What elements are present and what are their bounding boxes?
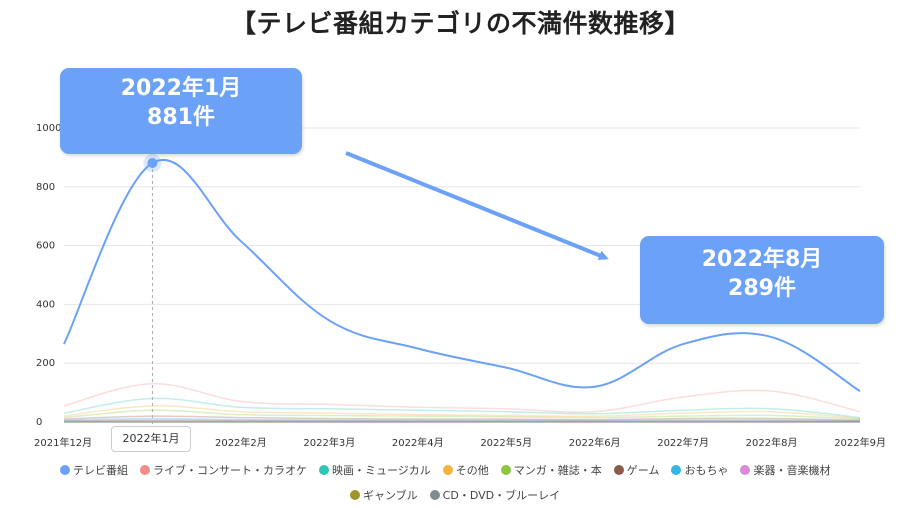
series-line-CD・DVD・ブルーレイ (63, 420, 861, 423)
x-tick-label: 2022年8月 (746, 436, 798, 449)
legend-dot-icon (613, 465, 624, 475)
legend-dot-icon (671, 465, 682, 475)
legend-dot-icon (140, 465, 150, 475)
legend-item[interactable]: ゲーム (613, 462, 660, 478)
x-tick-label: 2022年7月 (657, 436, 709, 449)
series-line-その他 (63, 405, 861, 420)
legend-row-1: テレビ番組 ライブ・コンサート・カラオケ 映画・ミュージカル その他 マンガ・雑誌・本 ゲ… (60, 462, 880, 478)
legend-label: 楽器・音楽機材 (753, 464, 831, 477)
x-tick-label: 2022年9月 (834, 436, 886, 449)
hover-x-label: 2022年1月 (111, 426, 191, 452)
legend-label: ギャンブル (363, 489, 418, 502)
legend-item[interactable]: ライブ・コンサート・カラオケ (140, 462, 307, 478)
legend-label: マンガ・雑誌・本 (513, 464, 602, 477)
x-tick-label: 2022年6月 (569, 436, 621, 449)
y-tick-label: 0 (36, 417, 42, 428)
callout-latest-date: 2022年8月 (701, 247, 823, 272)
legend-label: おもちゃ (684, 464, 729, 477)
legend-dot-icon (500, 465, 511, 475)
callout-latest-value: 289件 (728, 276, 796, 301)
series-line-ライブ・コンサート・カラオケ (63, 383, 861, 414)
legend-label: 映画・ミュージカル (332, 464, 431, 477)
x-tick-label: 2022年2月 (215, 436, 267, 449)
callout-peak-date: 2022年1月 (120, 76, 242, 101)
y-tick-label: 1000 (36, 123, 61, 134)
legend-dot-icon (429, 490, 440, 500)
y-tick-label: 800 (36, 182, 55, 193)
callout-peak-value: 881件 (147, 105, 215, 130)
legend-item[interactable]: ギャンブル (350, 487, 418, 503)
series-line-映画・ミュージカル (63, 397, 861, 419)
series-line-楽器・音楽機材 (63, 418, 861, 422)
legend-dot-icon (442, 465, 453, 475)
legend-label: ライブ・コンサート・カラオケ (153, 464, 307, 477)
x-tick-label: 2022年5月 (480, 436, 532, 449)
line-chart: 0 200 400 600 800 1000 2021年12月 2022年2月 2022年3月 2… (34, 123, 886, 449)
chart-title: 【テレビ番組カテゴリの不満件数推移】 (230, 9, 690, 38)
series-line-ギャンブル (63, 419, 861, 423)
legend-item[interactable]: CD・DVD・ブルーレイ (429, 487, 561, 503)
legend-item[interactable]: テレビ番組 (60, 462, 128, 478)
series-line-ゲーム (63, 415, 861, 421)
series-line-おもちゃ (63, 417, 861, 422)
legend-dot-icon (60, 465, 70, 475)
legend-label: テレビ番組 (73, 464, 128, 477)
legend-item[interactable]: 楽器・音楽機材 (740, 462, 830, 478)
legend-item[interactable]: 映画・ミュージカル (319, 462, 431, 478)
legend-label: ゲーム (626, 464, 660, 477)
legend-label: その他 (455, 464, 489, 477)
series-line-マンガ・雑誌・本 (63, 409, 861, 420)
y-tick-label: 200 (36, 358, 55, 369)
legend-item[interactable]: マンガ・雑誌・本 (500, 462, 602, 478)
legend-dot-icon (740, 465, 751, 475)
y-tick-label: 400 (36, 299, 55, 310)
highlight-point (147, 157, 158, 168)
legend-label: CD・DVD・ブルーレイ (442, 489, 561, 502)
x-tick-label: 2022年4月 (392, 436, 444, 449)
legend-dot-icon (350, 490, 360, 500)
x-tick-label: 2021年12月 (34, 436, 92, 449)
trend-arrow (345, 151, 609, 261)
legend-dot-icon (319, 465, 329, 475)
legend-item[interactable]: おもちゃ (671, 462, 728, 478)
y-tick-label: 600 (36, 241, 55, 252)
legend-row-2: ギャンブル CD・DVD・ブルーレイ (350, 487, 921, 503)
series-line-テレビ番組 (63, 159, 861, 392)
callout-peak: 2022年1月 881件 (60, 68, 302, 154)
callout-latest: 2022年8月 289件 (640, 236, 884, 324)
legend-item[interactable]: その他 (442, 462, 489, 478)
x-tick-label: 2022年3月 (303, 436, 355, 449)
